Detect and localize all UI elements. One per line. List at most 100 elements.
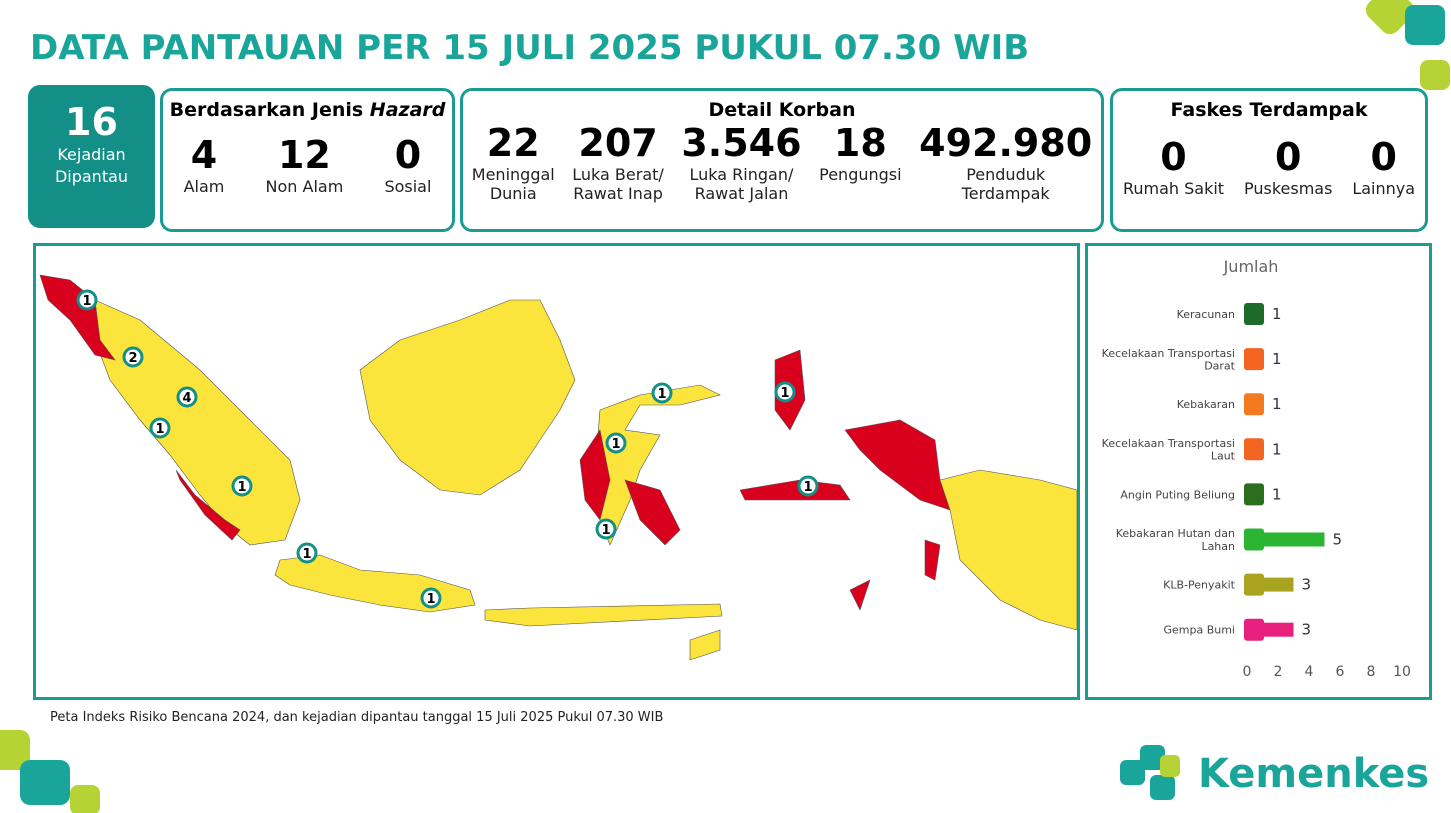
x-tick-label: 4 [1305,664,1314,680]
stat-value: 0 [394,133,422,177]
stat: 207 Luka Berat/ Rawat Inap [572,121,664,203]
marker [231,475,253,497]
items: 22 Meninggal Dunia 207 Luka Berat/ Rawat In… [463,121,1101,203]
marker-label: 1 [780,386,789,401]
marker-label: 1 [601,523,610,538]
card-title: Berdasarkan Jenis Hazard [163,99,452,121]
marker [420,587,442,609]
marker [176,386,198,408]
stat-value: 0 [1160,135,1187,179]
logo-icon [1120,760,1145,785]
value-label: 1 [1272,485,1282,503]
stat: 22 Meninggal Dunia [472,121,555,203]
value-label: 1 [1272,440,1282,458]
region [484,603,723,627]
stat: 18 Pengungsi [819,121,901,203]
logo-icon [1150,775,1175,800]
marker [76,289,98,311]
category-label: Kebakaran [1177,398,1235,411]
map-frame [33,243,1080,700]
category-label: Keracunan [1177,308,1235,321]
stat-value: 207 [578,121,658,165]
category-label: KLB-Penyakit [1163,579,1236,592]
stat: 0 Rumah Sakit [1123,135,1224,198]
region [939,469,1078,631]
map [39,274,1078,661]
stat-label: Penduduk Terdampak [961,165,1050,203]
category-label: Angin Puting Beliung [1120,488,1235,501]
marker [296,542,318,564]
bar-icon [1244,393,1264,416]
marker-label: 1 [657,387,666,402]
value-label: 1 [1272,305,1282,323]
region [175,469,241,541]
marker [651,382,673,404]
logo-icon [1140,745,1165,770]
region [39,274,116,361]
total-card: 16 Kejadian Dipantau [28,85,155,228]
card-title-em: Hazard [369,99,446,121]
bar-icon [1244,528,1264,551]
stat-value: 0 [1274,135,1302,179]
stat-label: Puskesmas [1243,179,1333,198]
x-tick-label: 2 [1274,664,1283,680]
items: 0 Rumah Sakit 0 Puskesmas 0 Lainnya [1113,135,1425,198]
value-label: 1 [1272,395,1282,413]
decor-shape [70,785,100,813]
korban-card: Detail Korban 22 Meninggal Dunia 207 Luka B… [460,88,1104,232]
stat-label: Alam [183,177,225,196]
stat-label: Pengungsi [819,165,902,184]
stat: 492.980 Penduduk Terdampak [919,121,1092,203]
region [689,629,721,661]
region [94,299,301,546]
total-label: Kejadian Dipantau [54,145,129,186]
value-label: 5 [1333,531,1343,549]
decor-shape [1420,60,1450,90]
region [849,579,871,611]
value-label: 3 [1302,576,1312,594]
faskes-card: Faskes Terdampak 0 Rumah Sakit 0 Puskesmas 0… [1110,88,1428,232]
card-title: Faskes Terdampak [1170,99,1368,121]
stat-value: 22 [486,121,540,165]
x-tick-label: 10 [1393,664,1411,680]
bar [1247,532,1325,547]
x-tick-label: 0 [1243,664,1252,680]
stat: 0 Puskesmas [1244,135,1332,198]
logo-text: Kemenkes [1198,751,1429,797]
marker [149,417,171,439]
title: DATA PANTAUAN PER 15 JULI 2025 PUKUL 07.… [30,28,1030,68]
card-title: Berdasarkan Jenis [169,99,370,121]
x-tick-label: 6 [1336,664,1345,680]
bar-icon [1244,303,1264,325]
items: 4 Alam 12 Non Alam 0 Sosial [163,133,452,196]
footer-note: Peta Indeks Risiko Bencana 2024, dan kej… [50,710,664,725]
category-label: Kecelakaan Transportasi Laut [1102,437,1236,463]
stat: 4 Alam [184,133,225,196]
stat-label: Meninggal Dunia [471,165,555,203]
stat-label: Lainnya [1352,179,1416,198]
region [579,429,611,521]
stat-value: 3.546 [681,121,802,165]
stat-value: 12 [277,133,331,177]
marker-label: 1 [611,437,620,452]
stat: 12 Non Alam [266,133,344,196]
total-value: 16 [65,100,118,144]
stat: 0 Sosial [384,133,431,196]
stat-value: 4 [190,133,218,177]
marker-label: 1 [155,422,164,437]
decor-shape [1365,0,1415,35]
stat: 0 Lainnya [1352,135,1415,198]
region [924,539,941,581]
stat-value: 492.980 [919,121,1093,165]
region [739,479,851,501]
bar-icon [1244,618,1264,641]
region [844,419,951,511]
marker [774,381,796,403]
bar-icon [1244,438,1264,461]
marker [122,346,144,368]
marker-label: 1 [803,480,812,495]
stat-label: Non Alam [265,177,344,196]
